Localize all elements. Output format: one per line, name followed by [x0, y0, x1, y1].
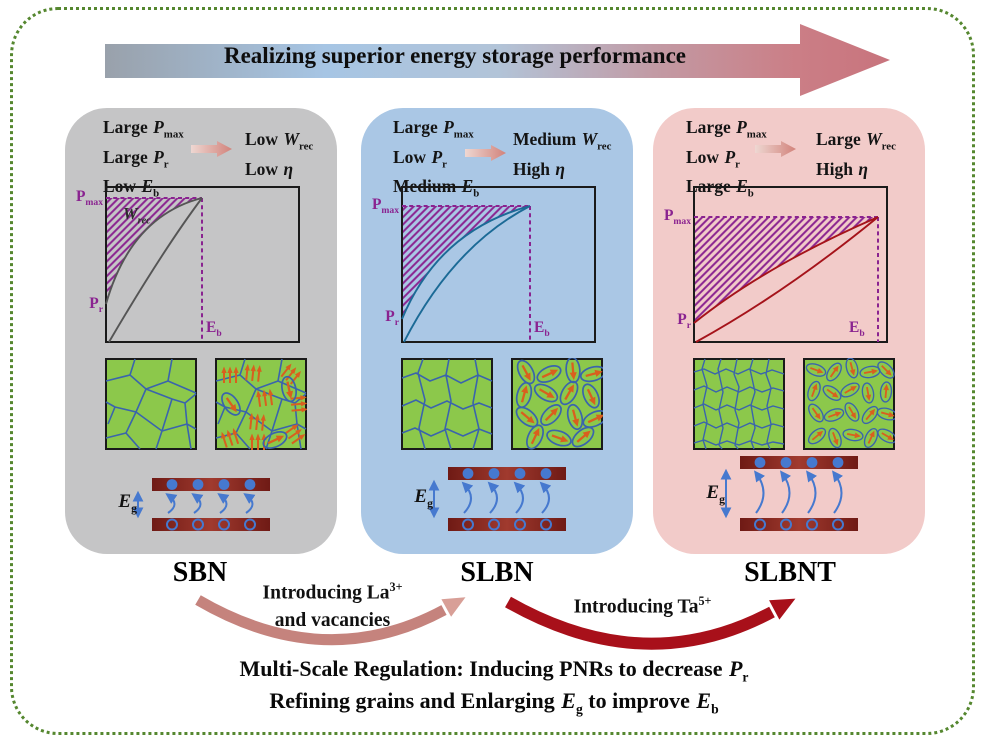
header-line: Low Wrec [245, 129, 314, 153]
panel-slbnt: Large Pmax Low Pr Large Eb Large Wrec Hi… [653, 108, 925, 554]
right-arrow-icon [755, 141, 796, 157]
grain-microstructure-medium [401, 358, 493, 450]
chart-box [401, 186, 596, 343]
valence-band [740, 518, 858, 531]
footer-line-2: Refining grains and Enlarging Eg to impr… [269, 688, 719, 717]
wrec-hatched-area [694, 217, 878, 323]
footer-line-1: Multi-Scale Regulation: Inducing PNRs to… [239, 656, 749, 685]
holes [462, 518, 552, 531]
holes [754, 518, 844, 531]
pr-label: Pr [677, 311, 691, 332]
domain-microstructure [215, 358, 307, 450]
dashed-guides [106, 197, 203, 342]
grain-microstructure-fine [693, 358, 785, 450]
wrec-label: Wrec [123, 204, 151, 227]
charge-curve [403, 205, 531, 343]
header-line: Large Pmax [393, 117, 474, 141]
excitation-arcs [754, 470, 844, 514]
pnr-microstructure-dense [803, 358, 895, 450]
header-line: Low Pr [393, 146, 447, 171]
valence-band [448, 518, 566, 531]
conduction-band [740, 456, 858, 469]
discharge-curve [105, 197, 203, 305]
dashed-guides [694, 216, 879, 342]
holes [166, 518, 256, 531]
conduction-band [448, 467, 566, 480]
electrons [754, 457, 844, 468]
pr-label: Pr [89, 295, 103, 316]
header-right: Low Wrec Low η [245, 128, 313, 187]
panel-sbn: Large Pmax Large Pr Low Eb Low Wrec Low … [65, 108, 337, 554]
bandgap-diagram [132, 478, 270, 531]
pmax-label: Pmax [371, 196, 399, 217]
eg-label: Eg [706, 482, 725, 506]
header-line: Low η [245, 158, 294, 179]
header-line: Large Pmax [686, 117, 767, 141]
header-right: Medium Wrec High η [513, 128, 611, 187]
pe-loop-chart [401, 186, 596, 343]
eb-label: Eb [849, 319, 865, 340]
header-line: Large Wrec [816, 129, 896, 153]
right-arrow-icon [191, 141, 232, 157]
grain-microstructure-large [105, 358, 197, 450]
transition-text-2: Introducing Ta5+ [573, 594, 712, 618]
electrons [166, 479, 256, 490]
right-arrow-icon [465, 145, 506, 161]
pe-loop-chart [105, 186, 300, 343]
header-right: Large Wrec High η [816, 128, 896, 187]
wrec-hatched-area [106, 198, 202, 304]
pmax-label: Pmax [663, 207, 691, 228]
material-label-slbnt: SLBNT [744, 557, 836, 588]
charge-curve [695, 216, 879, 343]
header-line: High η [816, 158, 868, 179]
header-line: Large Pr [103, 146, 169, 171]
header-line: Medium Wrec [513, 129, 612, 153]
excitation-arcs [461, 481, 552, 514]
dashed-guides [402, 205, 531, 342]
header-left: Large Pmax Low Pr Medium Eb [393, 116, 479, 205]
bandgap-diagram [428, 467, 566, 531]
header-line: Low Pr [686, 146, 740, 171]
eg-label: Eg [118, 491, 137, 515]
bandgap-diagram [720, 456, 858, 531]
charge-curve [108, 197, 203, 343]
eb-label: Eb [534, 319, 550, 340]
header-line: Large Pmax [103, 117, 184, 141]
material-label-slbn: SLBN [460, 557, 534, 588]
discharge-curve [693, 216, 879, 324]
title-arrow-icon [105, 24, 890, 96]
chart-box [105, 186, 300, 343]
pnr-microstructure [511, 358, 603, 450]
title-text: Realizing superior energy storage perfor… [223, 43, 686, 68]
excitation-arcs [165, 493, 256, 514]
electrons [462, 468, 552, 479]
conduction-band [152, 478, 270, 491]
pr-label: Pr [385, 308, 399, 329]
panel-slbn: Large Pmax Low Pr Medium Eb Medium Wrec … [361, 108, 633, 554]
eg-label: Eg [414, 486, 433, 510]
wrec-hatched-area [402, 206, 530, 319]
dotted-border-frame [10, 7, 975, 735]
pe-loop-chart [693, 186, 888, 343]
valence-band [152, 518, 270, 531]
header-line: High η [513, 158, 565, 179]
pmax-label: Pmax [75, 188, 103, 209]
transition-text-1: Introducing La3+ and vacancies [262, 580, 403, 631]
material-label-sbn: SBN [172, 557, 228, 588]
chart-box [693, 186, 888, 343]
eb-label: Eb [206, 319, 222, 340]
discharge-curve [401, 205, 531, 320]
